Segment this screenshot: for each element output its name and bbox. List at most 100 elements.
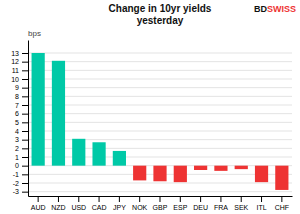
x-tick: ESP [173, 196, 187, 211]
x-tick-label: SEK [234, 204, 248, 211]
y-tick-mark [22, 166, 28, 167]
x-tick-label: CHF [275, 204, 289, 211]
y-tick: -2 [13, 180, 28, 187]
y-tick-mark [22, 105, 28, 106]
y-tick-mark [22, 174, 28, 175]
grid-line [28, 96, 292, 97]
x-tick-mark [58, 196, 59, 202]
y-tick-label: 11 [12, 67, 19, 74]
bar [214, 166, 227, 171]
y-tick: 0 [15, 162, 28, 169]
x-tick-label: JPY [113, 204, 126, 211]
y-tick-mark [22, 122, 28, 123]
x-tick-mark [38, 196, 39, 202]
x-tick-label: NZD [51, 204, 65, 211]
y-tick-label: -3 [13, 188, 19, 195]
x-tick-mark [261, 196, 262, 202]
y-tick-mark [22, 192, 28, 193]
y-tick-mark [22, 183, 28, 184]
y-tick: 10 [11, 76, 28, 83]
plot-area: -3-2-1012345678910111213AUDNZDUSDCADJPYN… [11, 41, 292, 211]
title: Change in 10yr yields [109, 3, 212, 14]
grid-line [28, 70, 292, 71]
x-tick: FRA [214, 196, 228, 211]
x-tick-label: ITL [256, 204, 266, 211]
grid-line [28, 183, 292, 184]
x-tick-mark [160, 196, 161, 202]
x-tick: DEU [193, 196, 208, 211]
chart-container: -3-2-1012345678910111213AUDNZDUSDCADJPYN… [0, 0, 300, 214]
grid-line [28, 113, 292, 114]
y-tick-mark [22, 53, 28, 54]
y-tick-mark [22, 62, 28, 63]
x-tick-mark [241, 196, 242, 202]
x-tick: CHF [275, 196, 289, 211]
y-tick: -3 [13, 188, 28, 195]
y-tick-mark [22, 70, 28, 71]
bar [275, 166, 288, 190]
grid-line [28, 79, 292, 80]
y-axis-line [28, 41, 29, 197]
x-tick-mark [281, 196, 282, 202]
grid-line [28, 139, 292, 140]
y-tick-label: 2 [15, 145, 19, 152]
y-axis: -3-2-1012345678910111213 [11, 41, 28, 197]
bar [52, 61, 65, 166]
y-tick-mark [22, 140, 28, 141]
grid-line [28, 131, 292, 132]
y-tick: 8 [15, 93, 28, 100]
x-tick-mark [99, 196, 100, 202]
x-tick: CAD [92, 196, 107, 211]
bar [235, 166, 248, 169]
y-tick-label: 13 [11, 50, 19, 57]
y-tick: 1 [15, 154, 28, 161]
bar [153, 166, 166, 182]
y-tick-mark [22, 79, 28, 80]
x-tick-label: GBP [153, 204, 168, 211]
y-tick-mark [22, 114, 28, 115]
y-tick-mark [22, 148, 28, 149]
chart-svg: -3-2-1012345678910111213AUDNZDUSDCADJPYN… [0, 0, 300, 214]
y-tick: 13 [11, 50, 28, 57]
y-tick-label: -2 [13, 180, 19, 187]
x-tick-label: CAD [92, 204, 107, 211]
grid-line [28, 191, 292, 192]
y-tick-label: 0 [15, 162, 19, 169]
grid-line [28, 105, 292, 106]
y-tick-mark [22, 131, 28, 132]
y-tick-label: 7 [15, 102, 19, 109]
logo-text: BD [254, 4, 267, 14]
grid-line [28, 157, 292, 158]
y-tick: 11 [12, 67, 28, 74]
y-tick-label: 6 [15, 110, 19, 117]
y-tick-label: 1 [15, 154, 19, 161]
subtitle: yesterday [137, 15, 184, 26]
bar [255, 166, 268, 182]
grid [28, 53, 292, 192]
y-tick-mark [22, 96, 28, 97]
bar [113, 151, 126, 166]
grid-line [28, 53, 292, 54]
x-tick: AUD [31, 196, 46, 211]
bar [174, 166, 187, 182]
y-tick-label: -1 [13, 171, 19, 178]
logo-text: SWISS [267, 4, 296, 14]
y-tick: 2 [15, 145, 28, 152]
y-tick: 12 [11, 58, 28, 65]
x-tick: JPY [113, 196, 126, 211]
y-label: bps [28, 29, 41, 38]
y-tick-label: 12 [11, 58, 19, 65]
x-tick-mark [200, 196, 201, 202]
x-tick-mark [78, 196, 79, 202]
grid-line [28, 87, 292, 88]
grid-line [28, 122, 292, 123]
y-tick-label: 3 [15, 136, 19, 143]
bar [194, 166, 207, 170]
x-tick-mark [119, 196, 120, 202]
x-tick-label: NOK [132, 204, 148, 211]
grid-line [28, 148, 292, 149]
x-tick-label: USD [71, 204, 86, 211]
x-tick: SEK [234, 196, 248, 211]
x-tick-mark [180, 196, 181, 202]
y-tick-label: 9 [15, 84, 19, 91]
